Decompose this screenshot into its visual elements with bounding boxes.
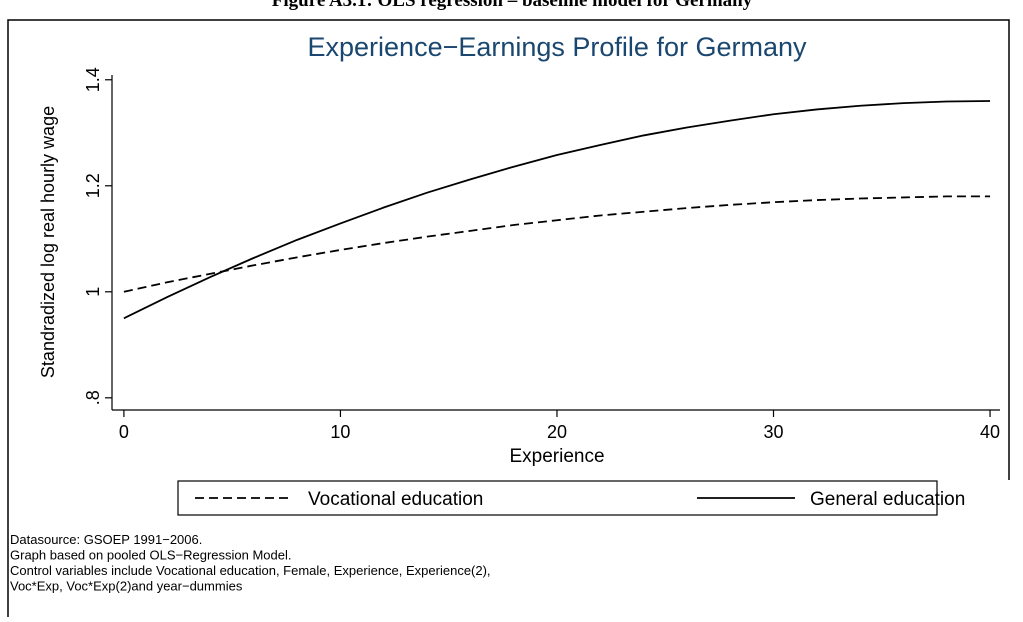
series-line (123, 195, 991, 293)
series-line (123, 100, 991, 320)
y-tick-label: 1.2 (83, 173, 103, 198)
footnote: Graph based on pooled OLS−Regression Mod… (10, 548, 292, 563)
footnote: Control variables include Vocational edu… (10, 563, 491, 578)
x-tick-label: 20 (547, 422, 567, 442)
y-tick-label: 1 (83, 287, 103, 297)
legend-label: General education (810, 489, 965, 510)
x-tick-label: 40 (980, 422, 1000, 442)
x-axis-label: Experience (509, 446, 604, 467)
figure-caption: Figure A3.1: OLS regression – baseline m… (272, 0, 753, 11)
footnote: Voc*Exp, Voc*Exp(2)and year−dummies (10, 579, 243, 594)
footnote: Datasource: GSOEP 1991−2006. (10, 532, 202, 547)
x-tick-label: 30 (763, 422, 783, 442)
legend-label: Vocational education (308, 489, 483, 510)
y-tick-label: .8 (83, 390, 103, 405)
x-tick-label: 0 (119, 422, 129, 442)
graph-frame (7, 19, 1010, 617)
x-tick-label: 10 (330, 422, 350, 442)
y-tick-label: 1.4 (83, 67, 103, 92)
chart-title: Experience−Earnings Profile for Germany (308, 32, 807, 62)
y-axis-label: Standradized log real hourly wage (38, 106, 58, 378)
legend-box (177, 480, 938, 516)
